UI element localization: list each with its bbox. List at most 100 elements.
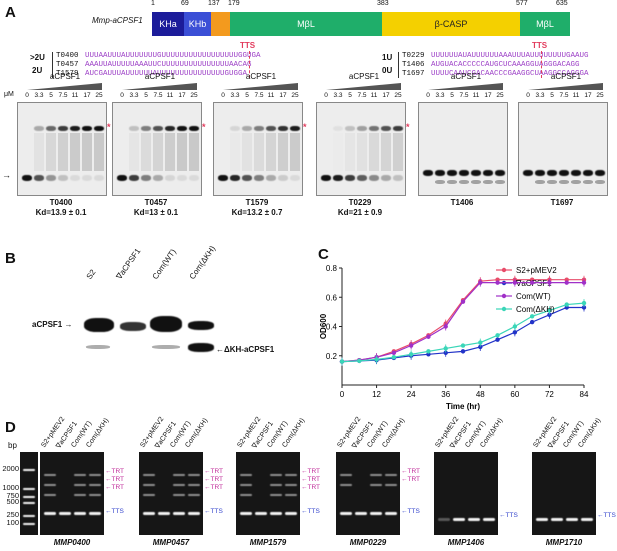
trt-product-band — [285, 484, 297, 486]
concentration-label: 5 — [49, 92, 53, 99]
trt-product-band — [385, 484, 397, 486]
sequence-group-left: TTS >2U 2U T0400 UUUAAUUUAUUUUUUUGUUUUUU… — [30, 41, 310, 84]
seq-t0457: AAAUUAUUUUUAAAUUCUUUUUUUUUUUUUUUAACAG — [85, 61, 252, 69]
western-lane-label: ∇aCPSF1 — [114, 246, 143, 281]
secondary-band — [447, 180, 457, 184]
data-point — [547, 280, 552, 285]
concentration-label: 3.3 — [333, 92, 343, 99]
seq-id-t0400: T0400 — [56, 52, 79, 60]
legend-label: Com(WT) — [516, 292, 551, 301]
domain-mbl-1: MβL — [230, 12, 382, 36]
free-probe-band — [369, 175, 379, 181]
complex-band — [369, 126, 379, 131]
concentration-label: 5 — [348, 92, 352, 99]
trt-product-band — [270, 494, 282, 496]
complex-band — [189, 126, 199, 131]
complex-band — [333, 126, 343, 131]
complex-star-marker: * — [406, 122, 410, 132]
concentration-label: 0 — [120, 92, 124, 99]
data-point — [512, 330, 518, 335]
concentration-label: 7.5 — [559, 92, 569, 99]
data-point — [478, 340, 483, 345]
data-point — [391, 355, 397, 360]
complex-band — [58, 126, 68, 131]
free-probe-band — [34, 175, 44, 181]
tts-product-band — [173, 512, 185, 515]
free-probe-band — [230, 175, 240, 181]
trt-product-band — [240, 494, 252, 496]
x-tick-label: 24 — [407, 390, 416, 399]
panel-label-c: C — [318, 246, 329, 263]
complex-band — [242, 126, 252, 131]
data-point — [478, 280, 483, 285]
emsa-gel-t1579: aCPSF1 0 3.3 5 7.5 11 17 25 * T1579 Kd=13.2 ± 0.7 — [213, 72, 307, 223]
free-probe-band — [447, 170, 457, 176]
tts-product-band — [188, 512, 200, 515]
tts-marker: ←TTS — [105, 508, 124, 515]
free-probe-band — [141, 175, 151, 181]
rt-pcr-gel-mmp0229: S2+pMEV2 ∇aCPSF1 Com(WT) Com(ΔKH) ←TRT ←TRT ←T… — [336, 416, 430, 550]
tts-product-band — [438, 518, 450, 521]
concentration-label: 7.5 — [153, 92, 163, 99]
data-point — [460, 299, 466, 304]
emsa-gel-t0229: aCPSF1 0 3.3 5 7.5 11 17 25 * T0229 Kd=21 ± 0.9 — [316, 72, 410, 223]
panel-label-a: A — [5, 4, 16, 21]
concentration-label: 17 — [178, 92, 186, 99]
emsa-kd-value: Kd=13 ± 0.1 — [133, 208, 179, 217]
concentration-label: 7.5 — [357, 92, 367, 99]
group-label-gt2u: >2U — [30, 53, 45, 62]
pos-69: 69 — [181, 0, 189, 7]
trt-product-band — [143, 484, 155, 486]
growth-curve-chart: 0 12 24 36 48 60 72 84 0.2 0.4 0.6 0.8 Time (hr) OD60… — [319, 264, 589, 411]
trt-product-band — [74, 494, 86, 496]
western-band-com-dkh-full — [188, 321, 214, 330]
rt-pcr-gene-name: MMP1710 — [545, 538, 583, 547]
complex-band — [177, 126, 187, 131]
trt-product-band — [240, 474, 252, 476]
trt-product-band — [143, 494, 155, 496]
rt-pcr-gel-mmp1579: S2+pMEV2 ∇aCPSF1 Com(WT) Com(ΔKH) ←TRT ←TRT ←T… — [236, 416, 330, 550]
emsa-protein-label: aCPSF1 — [245, 72, 277, 81]
legend-label: S2+pMEV2 — [516, 266, 557, 275]
concentration-label: 17 — [484, 92, 492, 99]
tts-product-band — [158, 512, 170, 515]
trt-product-band — [74, 474, 86, 476]
concentration-label: 3.3 — [435, 92, 445, 99]
data-point — [512, 280, 518, 285]
complex-band — [266, 126, 276, 131]
rt-pcr-gel-mmp0400: S2+pMEV2 ∇aCPSF1 Com(WT) Com(ΔKH) ←TRT ←TRT ←T… — [40, 416, 134, 550]
complex-band — [230, 126, 240, 131]
emsa-protein-label: aCPSF1 — [450, 72, 482, 81]
trt-product-band — [44, 484, 56, 486]
tts-marker: ←TTS — [204, 508, 223, 515]
rt-pcr-gel-mmp1710: S2+pMEV2 ∇aCPSF1 Com(WT) Com(ΔKH) ←TTS MMP171… — [532, 416, 617, 550]
western-label-acpsf1: aCPSF1 → — [32, 320, 73, 329]
ladder-band — [23, 502, 35, 504]
trt-product-band — [89, 474, 101, 476]
data-point — [339, 359, 345, 364]
emsa-gel-image — [17, 102, 107, 196]
free-probe-band — [333, 175, 343, 181]
secondary-band — [495, 180, 505, 184]
tts-marker: ←TTS — [401, 508, 420, 515]
data-point — [374, 357, 379, 362]
ladder-band — [23, 496, 35, 498]
free-probe-band — [547, 170, 557, 176]
trt-product-band — [143, 474, 155, 476]
trt-product-band — [173, 474, 185, 476]
concentration-label: 0 — [221, 92, 225, 99]
rt-pcr-gene-name: MMP0457 — [152, 538, 190, 547]
concentration-label: 17 — [382, 92, 390, 99]
emsa-protein-label: aCPSF1 — [348, 72, 380, 81]
data-point — [547, 312, 552, 317]
secondary-band — [459, 180, 469, 184]
complex-band — [345, 126, 355, 131]
free-probe-band — [254, 175, 264, 181]
trt-product-band — [44, 494, 56, 496]
complex-band — [46, 126, 56, 131]
complex-band — [82, 126, 92, 131]
emsa-kd-value: Kd=13.9 ± 0.1 — [35, 208, 87, 217]
concentration-label: 5 — [144, 92, 148, 99]
free-probe-band — [321, 175, 331, 181]
complex-band — [254, 126, 264, 131]
